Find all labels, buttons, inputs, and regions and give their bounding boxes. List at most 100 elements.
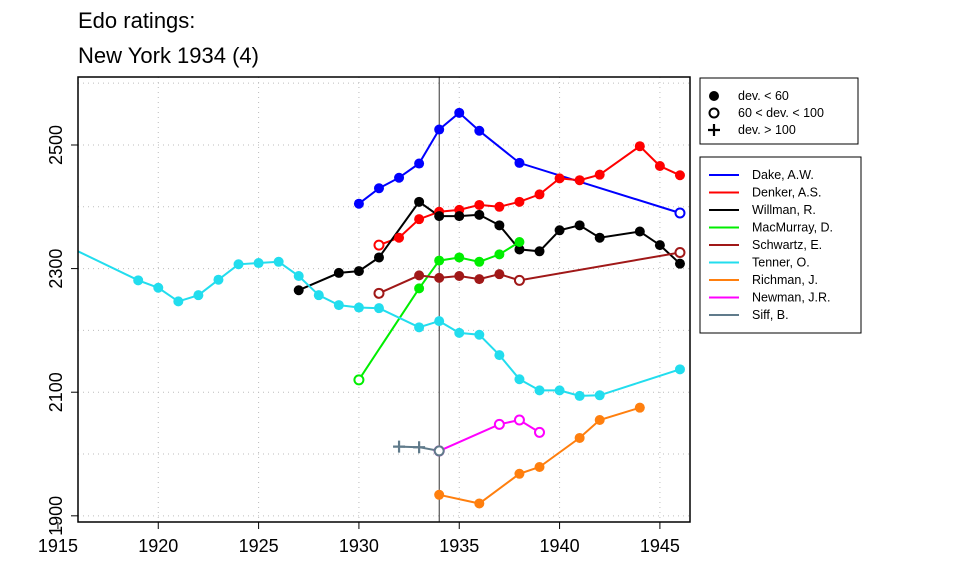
x-tick-label: 1925 [239,536,279,556]
y-tick-label: 2300 [46,249,66,289]
data-point [353,374,365,386]
data-point [333,300,344,311]
data-point [353,266,364,277]
data-point [373,287,385,299]
data-point [414,322,425,333]
chart-title: Edo ratings: [78,8,195,33]
data-point [233,259,244,270]
series-line-6 [438,406,641,505]
data-point [594,232,605,243]
data-point [474,256,485,267]
x-tick-label: 1935 [439,536,479,556]
data-point [674,258,685,269]
data-point [373,183,384,194]
series-legend-label: Willman, R. [752,203,816,217]
data-point [474,199,485,210]
series-line-7 [438,418,541,452]
data-point [413,441,426,454]
data-point [674,364,685,375]
series-legend-label: MacMurray, D. [752,221,833,235]
data-point [554,225,565,236]
data-point [654,161,665,171]
data-point [674,207,686,219]
data-point [454,211,465,222]
data-point [313,290,324,301]
marker-legend-symbol [708,107,720,119]
data-point [514,244,525,255]
data-point [594,415,605,426]
data-point [474,498,485,509]
data-point [674,247,686,259]
data-point [414,196,425,207]
data-point [514,157,525,168]
data-point [373,252,384,263]
data-point [534,189,545,200]
data-point [574,175,585,186]
data-point [534,385,545,396]
data-point [574,390,585,401]
data-point [133,275,144,286]
data-point [173,296,184,307]
data-point [434,316,445,327]
data-point [474,329,485,340]
data-point [333,267,344,278]
data-point [353,302,364,313]
data-point [474,125,485,136]
data-point [594,390,605,401]
marker-legend-symbol [709,91,719,101]
series-legend-label: Tenner, O. [752,256,810,270]
data-point [153,282,164,293]
data-point [193,290,204,301]
data-point [534,246,545,257]
data-point [253,258,264,269]
y-tick-label: 2500 [46,125,66,165]
data-point [574,432,585,443]
data-point [654,240,665,251]
data-point [373,239,385,251]
series-legend-label: Denker, A.S. [752,186,821,200]
series-legend-label: Siff, B. [752,308,789,322]
data-point [513,274,525,286]
data-point [273,256,284,267]
data-point [574,220,585,231]
data-point [494,201,505,212]
data-point [433,445,445,457]
data-point [414,270,425,281]
marker-legend-label: dev. < 60 [738,89,789,103]
series-points [133,107,686,509]
data-point [414,158,425,169]
series-legend-label: Schwartz, E. [752,238,822,252]
data-point [514,374,525,385]
axes: 1915 1920 1925 1930 1935 1940 1945 1900 2100 2300… [38,125,680,556]
data-point [293,271,304,282]
data-point [393,440,406,453]
x-tick-label: 1940 [540,536,580,556]
y-tick-label: 1900 [46,496,66,536]
x-tick-label: 1915 [38,536,78,556]
data-point [373,303,384,314]
data-point [494,220,505,231]
y-tick-label: 2100 [46,372,66,412]
series-legend: Dake, A.W. Denker, A.S. Willman, R. MacMurr… [699,156,862,334]
data-point [434,255,445,266]
data-point [474,209,485,220]
data-point [513,414,525,426]
marker-legend-label: 60 < dev. < 100 [738,106,824,120]
plot-frame [77,76,691,523]
data-point [554,173,565,184]
data-point [454,271,465,282]
data-point [434,211,445,222]
data-point [454,327,465,338]
data-point [434,272,445,283]
data-point [634,402,645,413]
gridlines [78,77,690,522]
data-point [514,196,525,207]
data-point [674,170,685,181]
chart-subtitle: New York 1934 (4) [78,43,259,68]
data-point [454,252,465,263]
data-point [434,124,445,135]
marker-legend-box [699,77,859,145]
series-line-1 [378,144,681,247]
data-point [414,214,425,225]
